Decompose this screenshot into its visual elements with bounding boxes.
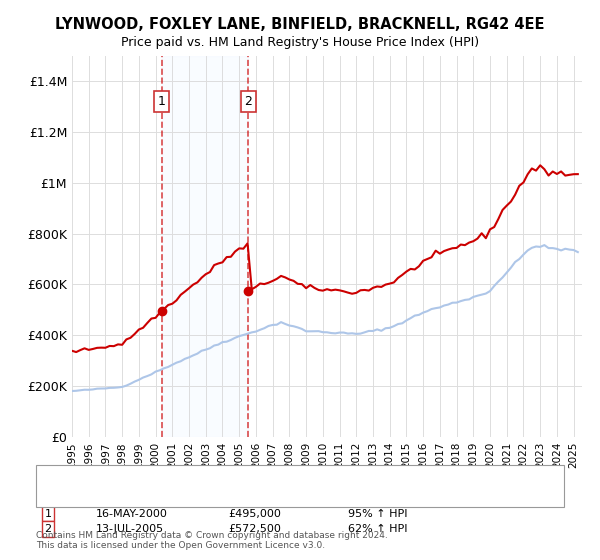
Text: Contains HM Land Registry data © Crown copyright and database right 2024.
This d: Contains HM Land Registry data © Crown c…: [36, 530, 388, 550]
Text: 1: 1: [158, 95, 166, 108]
Text: 95% ↑ HPI: 95% ↑ HPI: [348, 508, 407, 519]
Text: 1: 1: [44, 508, 52, 519]
Text: HPI: Average price, detached house, Bracknell Forest: HPI: Average price, detached house, Brac…: [81, 489, 358, 499]
Text: LYNWOOD, FOXLEY LANE, BINFIELD, BRACKNELL, RG42 4EE (detached house): LYNWOOD, FOXLEY LANE, BINFIELD, BRACKNEL…: [81, 472, 484, 482]
Text: 2: 2: [44, 524, 52, 534]
Text: 13-JUL-2005: 13-JUL-2005: [96, 524, 164, 534]
Text: LYNWOOD, FOXLEY LANE, BINFIELD, BRACKNELL, RG42 4EE: LYNWOOD, FOXLEY LANE, BINFIELD, BRACKNEL…: [55, 17, 545, 32]
Text: £572,500: £572,500: [228, 524, 281, 534]
Text: £495,000: £495,000: [228, 508, 281, 519]
Bar: [162, 56, 248, 437]
Text: Price paid vs. HM Land Registry's House Price Index (HPI): Price paid vs. HM Land Registry's House …: [121, 36, 479, 49]
Text: 16-MAY-2000: 16-MAY-2000: [96, 508, 168, 519]
Text: 62% ↑ HPI: 62% ↑ HPI: [348, 524, 407, 534]
Text: 2: 2: [244, 95, 252, 108]
